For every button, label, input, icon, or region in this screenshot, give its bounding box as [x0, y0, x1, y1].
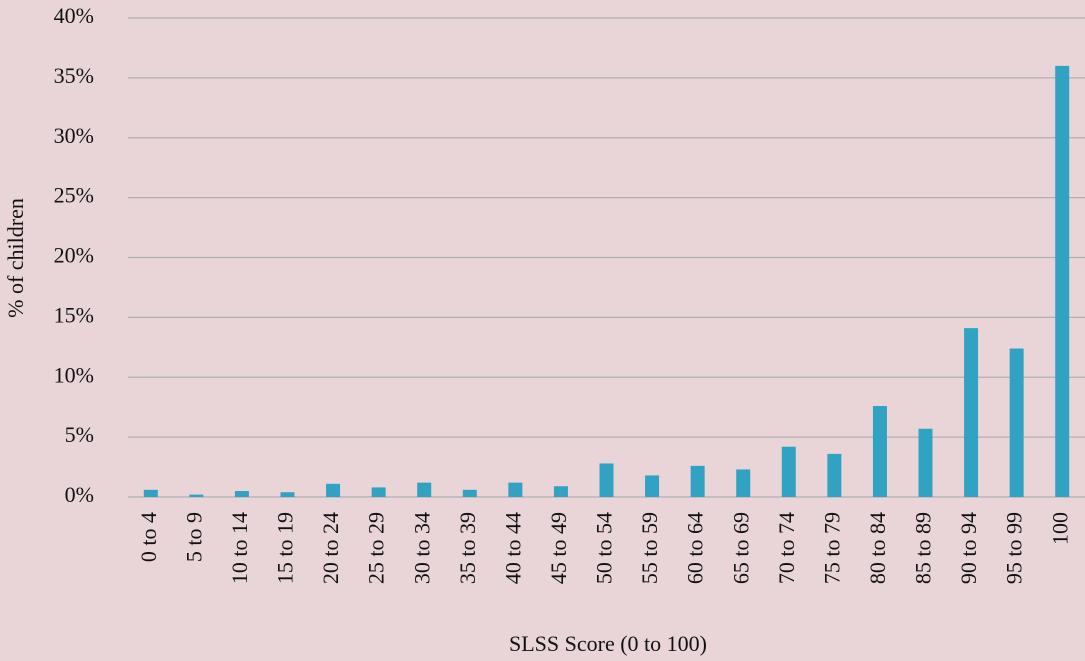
x-tick-label: 40 to 44: [500, 512, 525, 584]
y-tick-label: 30%: [54, 123, 94, 148]
x-tick-label: 20 to 24: [318, 512, 343, 584]
bar: [918, 428, 933, 497]
bar: [234, 491, 249, 497]
y-tick-label: 0%: [65, 482, 94, 507]
x-tick-label: 30 to 34: [409, 512, 434, 584]
bar: [462, 489, 477, 497]
x-tick-label: 60 to 64: [683, 512, 708, 584]
y-tick-label: 5%: [65, 422, 94, 447]
x-tick-label: 5 to 9: [181, 512, 206, 562]
bar: [599, 463, 614, 497]
bar: [326, 483, 341, 497]
bar: [781, 446, 796, 497]
x-tick-label: 85 to 89: [911, 512, 936, 584]
x-tick-label: 35 to 39: [455, 512, 480, 584]
x-tick-label: 95 to 99: [1002, 512, 1027, 584]
bar: [690, 465, 705, 497]
y-tick-label: 25%: [54, 183, 94, 208]
x-tick-label: 15 to 19: [273, 512, 298, 584]
y-tick-label: 40%: [54, 3, 94, 28]
x-tick-label: 45 to 49: [546, 512, 571, 584]
y-axis-title: % of children: [3, 198, 28, 318]
x-tick-label: 10 to 14: [227, 512, 252, 584]
y-tick-label: 10%: [54, 362, 94, 387]
x-tick-label: 50 to 54: [592, 512, 617, 584]
x-axis-title: SLSS Score (0 to 100): [509, 631, 707, 656]
x-tick-label: 90 to 94: [956, 512, 981, 584]
x-tick-label: 70 to 74: [774, 512, 799, 584]
x-tick-label: 65 to 69: [728, 512, 753, 584]
bar: [736, 469, 751, 497]
bar: [189, 494, 204, 497]
y-tick-label: 35%: [54, 63, 94, 88]
x-tick-label: 75 to 79: [819, 512, 844, 584]
bar: [371, 487, 386, 497]
x-tick-label: 100: [1047, 512, 1072, 545]
bar: [964, 328, 979, 497]
bar: [280, 492, 295, 497]
bar: [553, 486, 568, 497]
x-tick-label: 0 to 4: [136, 512, 161, 562]
x-tick-label: 80 to 84: [865, 512, 890, 584]
bar: [1009, 348, 1024, 497]
x-tick-label: 55 to 59: [637, 512, 662, 584]
x-tick-label: 25 to 29: [364, 512, 389, 584]
bar: [1055, 65, 1070, 498]
bar: [645, 475, 660, 497]
y-tick-label: 20%: [54, 243, 94, 268]
bar: [827, 453, 842, 497]
bar: [508, 482, 523, 497]
y-tick-label: 15%: [54, 302, 94, 327]
bar: [143, 489, 158, 497]
bar: [872, 405, 887, 497]
bar: [417, 482, 432, 497]
